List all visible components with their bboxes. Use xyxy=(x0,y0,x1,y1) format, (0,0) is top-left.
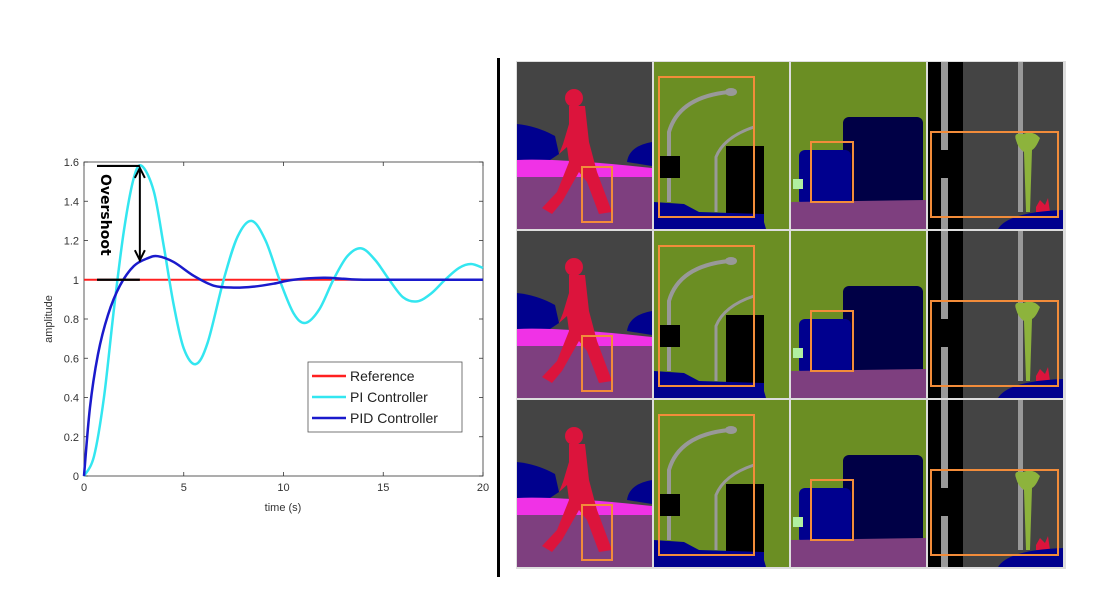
x-tick-label: 10 xyxy=(277,482,289,494)
y-tick-label: 0.6 xyxy=(64,353,79,365)
highlight-box xyxy=(581,504,613,561)
y-tick-label: 0 xyxy=(73,471,79,483)
highlight-box xyxy=(930,131,1059,218)
highlight-box xyxy=(930,300,1059,387)
segmentation-image-r1-c1 xyxy=(517,62,652,229)
segmentation-image-r3-c1 xyxy=(517,400,652,567)
y-tick-label: 0.2 xyxy=(64,432,79,444)
arrow-down-icon xyxy=(133,249,146,263)
step-response-chart: 0 5 10 15 20 0 0.2 0.4 0.6 0.8 1 1.2 1.4 1.6 Overshoo… xyxy=(43,157,489,514)
segmentation-image-r3-c3 xyxy=(791,400,926,567)
highlight-box xyxy=(810,310,854,372)
series-line-pi-controller xyxy=(82,164,484,477)
x-tick-label: 20 xyxy=(477,482,489,494)
legend-label: Reference xyxy=(350,368,415,384)
segmentation-image-r1-c3 xyxy=(791,62,926,229)
y-tick-label: 0.8 xyxy=(64,314,79,326)
highlight-box xyxy=(930,469,1059,556)
segmentation-image-r2-c2 xyxy=(654,231,789,398)
legend-label: PID Controller xyxy=(350,410,438,426)
segmentation-image-r2-c4 xyxy=(928,231,1063,398)
legend: Reference PI Controller PID Controller xyxy=(307,361,463,433)
x-tick-label: 5 xyxy=(181,482,187,494)
highlight-box xyxy=(810,141,854,203)
y-tick-label: 1.6 xyxy=(64,157,79,169)
y-tick-label: 1.2 xyxy=(64,236,79,248)
segmentation-image-r2-c3 xyxy=(791,231,926,398)
series-line-pid-controller xyxy=(82,254,483,477)
segmentation-image-r1-c2 xyxy=(654,62,789,229)
arrow-up-icon xyxy=(133,165,146,179)
highlight-box xyxy=(658,76,755,218)
highlight-box xyxy=(658,245,755,387)
segmentation-image-r2-c1 xyxy=(517,231,652,398)
divider xyxy=(497,58,500,577)
legend-label: PI Controller xyxy=(350,389,428,405)
x-tick-label: 15 xyxy=(377,482,389,494)
segmentation-image-r3-c4 xyxy=(928,400,1063,567)
highlight-box xyxy=(581,335,613,392)
x-tick-label: 0 xyxy=(81,482,87,494)
segmentation-grid xyxy=(516,61,1066,569)
segmentation-image-r3-c2 xyxy=(654,400,789,567)
y-tick-label: 1 xyxy=(73,275,79,287)
y-tick-label: 0.4 xyxy=(64,393,79,405)
overshoot-annotation: Overshoot xyxy=(97,164,146,281)
overshoot-label: Overshoot xyxy=(97,174,113,256)
highlight-box xyxy=(810,479,854,541)
y-tick-label: 1.4 xyxy=(64,196,79,208)
y-axis-label: amplitude xyxy=(43,295,55,343)
segmentation-image-r1-c4 xyxy=(928,62,1063,229)
x-axis-label: time (s) xyxy=(265,502,302,514)
highlight-box xyxy=(658,414,755,556)
highlight-box xyxy=(581,166,613,223)
